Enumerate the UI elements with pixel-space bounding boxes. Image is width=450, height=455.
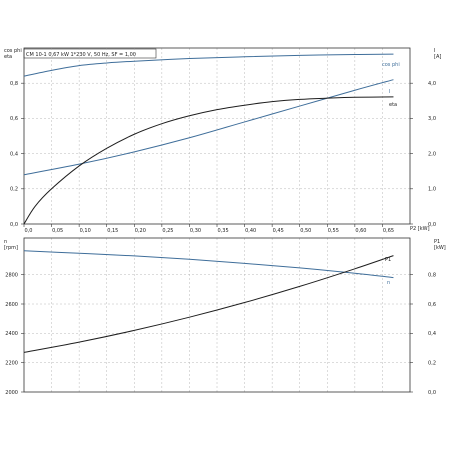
x-axis-tick-label: 0,55 — [328, 228, 339, 234]
top-x-axis-label: P2 [kW] — [410, 226, 430, 232]
series-label-p1: P1 — [385, 257, 391, 263]
left-axis-tick-label: 0,8 — [10, 81, 18, 87]
x-axis-tick-label: 0,65 — [383, 228, 394, 234]
left-axis-tick-label: 2200 — [5, 360, 18, 366]
right-axis-tick-label: 0,6 — [428, 302, 436, 308]
series-label-n: n — [387, 280, 390, 286]
x-axis-tick-label: 0,15 — [107, 228, 118, 234]
x-axis-tick-label: 0,0 — [25, 228, 33, 234]
x-axis-tick-label: 0,50 — [300, 228, 311, 234]
right-axis-tick-label: 3,0 — [428, 116, 436, 122]
left-axis-tick-label: 0,0 — [10, 222, 18, 228]
x-axis-tick-label: 0,25 — [162, 228, 173, 234]
bottom-right-axis-label-line1: P1 — [434, 239, 440, 245]
left-axis-tick-label: 2600 — [5, 302, 18, 308]
top-right-axis-label-line2: [A] — [434, 54, 441, 60]
left-axis-tick-label: 2000 — [5, 390, 18, 396]
bottom-right-axis-label-line2: [kW] — [434, 245, 446, 251]
right-axis-tick-label: 1,0 — [428, 187, 436, 193]
right-axis-tick-label: 2,0 — [428, 151, 436, 157]
x-axis-tick-label: 0,40 — [245, 228, 256, 234]
top-right-axis-label-line1: I — [434, 48, 435, 54]
right-axis-tick-label: 0,2 — [428, 360, 436, 366]
series-label-eta: eta — [389, 102, 397, 108]
x-axis-tick-label: 0,10 — [80, 228, 91, 234]
plot-frame — [23, 237, 411, 393]
series-line-i — [23, 79, 394, 176]
left-axis-tick-label: 0,6 — [10, 116, 18, 122]
left-axis-tick-label: 0,4 — [10, 151, 18, 157]
x-axis-tick-label: 0,05 — [52, 228, 63, 234]
top-chart-title: CM 10-1 0,67 kW 1*230 V, 50 Hz, SF = 1,0… — [26, 52, 136, 58]
top-chart-title-box: CM 10-1 0,67 kW 1*230 V, 50 Hz, SF = 1,0… — [23, 48, 157, 59]
series-line-eta — [23, 96, 394, 225]
series-line-n — [23, 250, 394, 279]
bottom-left-axis-label-line2: [rpm] — [4, 245, 18, 251]
top-left-axis-label-line2: eta — [4, 54, 12, 60]
x-axis-tick-label: 0,30 — [190, 228, 201, 234]
x-axis-tick-label: 0,60 — [355, 228, 366, 234]
left-axis-tick-label: 2800 — [5, 272, 18, 278]
right-axis-tick-label: 0,8 — [428, 272, 436, 278]
top-chart: 0,0 0,2 0,4 0,6 0,8 0,0 1,0 2,0 3,0 4,0 0,0 0,05 0,1… — [10, 47, 436, 234]
series-label-i: I — [389, 89, 390, 95]
x-axis-tick-label: 0,20 — [135, 228, 146, 234]
top-left-axis-label-line1: cos phi — [4, 48, 22, 54]
x-axis-tick-label: 0,35 — [218, 228, 229, 234]
right-axis-tick-label: 0,4 — [428, 331, 436, 337]
x-axis-tick-label: 0,45 — [273, 228, 284, 234]
left-axis-tick-label: 2400 — [5, 331, 18, 337]
series-line-p1 — [23, 255, 394, 353]
right-axis-tick-label: 0,0 — [428, 390, 436, 396]
right-axis-tick-label: 0,0 — [428, 222, 436, 228]
right-axis-tick-label: 4,0 — [428, 81, 436, 87]
bottom-left-axis-label-line1: n — [4, 239, 7, 245]
series-line-cos-phi — [23, 53, 394, 77]
left-axis-tick-label: 0,2 — [10, 187, 18, 193]
series-label-cos-phi: cos phi — [382, 62, 400, 68]
bottom-chart: 2000 2200 2400 2600 2800 0,0 0,2 0,4 0,6 0,8 n P1 — [5, 237, 436, 396]
